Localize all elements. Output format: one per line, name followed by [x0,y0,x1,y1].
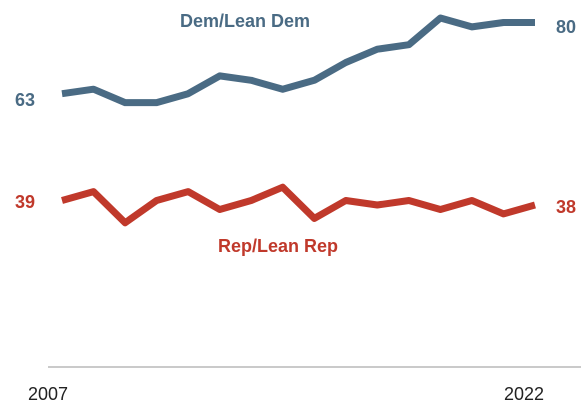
series-lines [61,14,536,227]
series-label-rep: Rep/Lean Rep [218,236,338,256]
x-tick-label-start: 2007 [28,384,68,404]
dem-end-value-label: 80 [556,17,576,37]
rep-end-value-label: 38 [556,197,576,217]
dem-start-value-label: 63 [15,90,35,110]
series-line-dem [61,14,535,107]
series-line-rep [61,183,536,227]
series-label-dem: Dem/Lean Dem [180,11,310,31]
x-tick-label-end: 2022 [504,384,544,404]
rep-start-value-label: 39 [15,192,35,212]
